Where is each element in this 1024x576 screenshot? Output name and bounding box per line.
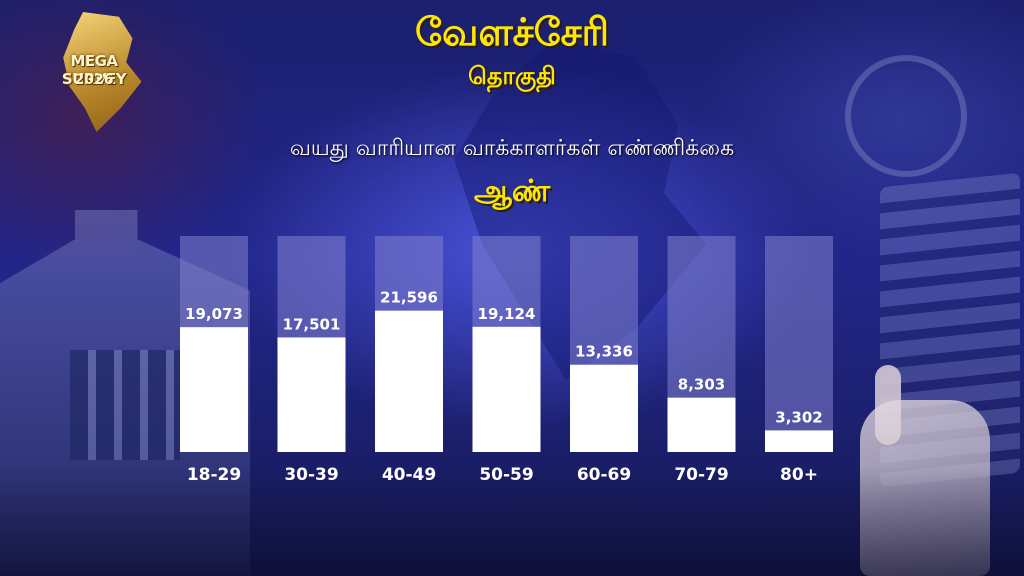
mega-survey-logo: MEGA SURVEY 2026 <box>38 12 150 132</box>
category-label: 50-59 <box>479 465 533 485</box>
bar-value-label: 19,124 <box>478 305 536 323</box>
category-label: 80+ <box>780 465 818 485</box>
bar-value-label: 3,302 <box>775 408 822 426</box>
logo-text: MEGA SURVEY <box>61 52 127 88</box>
bar-value-label: 8,303 <box>678 376 725 394</box>
category-label: 70-79 <box>674 465 728 485</box>
bar <box>472 326 541 452</box>
bar <box>765 430 833 452</box>
crowd-backdrop <box>0 466 1024 576</box>
bar <box>180 327 248 452</box>
logo-year: 2026 <box>74 72 114 88</box>
bar-value-label: 19,073 <box>185 305 243 323</box>
category-label: 60-69 <box>577 465 631 485</box>
bar <box>667 397 736 452</box>
bar <box>277 337 346 452</box>
chart-subtitle: ஆண் <box>473 174 551 209</box>
category-label: 40-49 <box>382 465 436 485</box>
bar <box>570 364 638 452</box>
constituency-subtitle: தொகுதி <box>468 62 556 90</box>
chart-title: வயது வாரியான வாக்காளர்கள் எண்ணிக்கை <box>289 136 735 161</box>
building-columns-backdrop <box>70 350 180 460</box>
bar-value-label: 13,336 <box>575 343 633 361</box>
bar-value-label: 17,501 <box>283 315 341 333</box>
vote-stamp-icon <box>845 55 967 177</box>
bar-value-label: 21,596 <box>380 289 438 307</box>
bar <box>375 310 443 452</box>
category-label: 30-39 <box>284 465 338 485</box>
constituency-title: வேளச்சேரி <box>414 10 610 54</box>
category-label: 18-29 <box>187 465 241 485</box>
bar-track <box>765 236 833 452</box>
